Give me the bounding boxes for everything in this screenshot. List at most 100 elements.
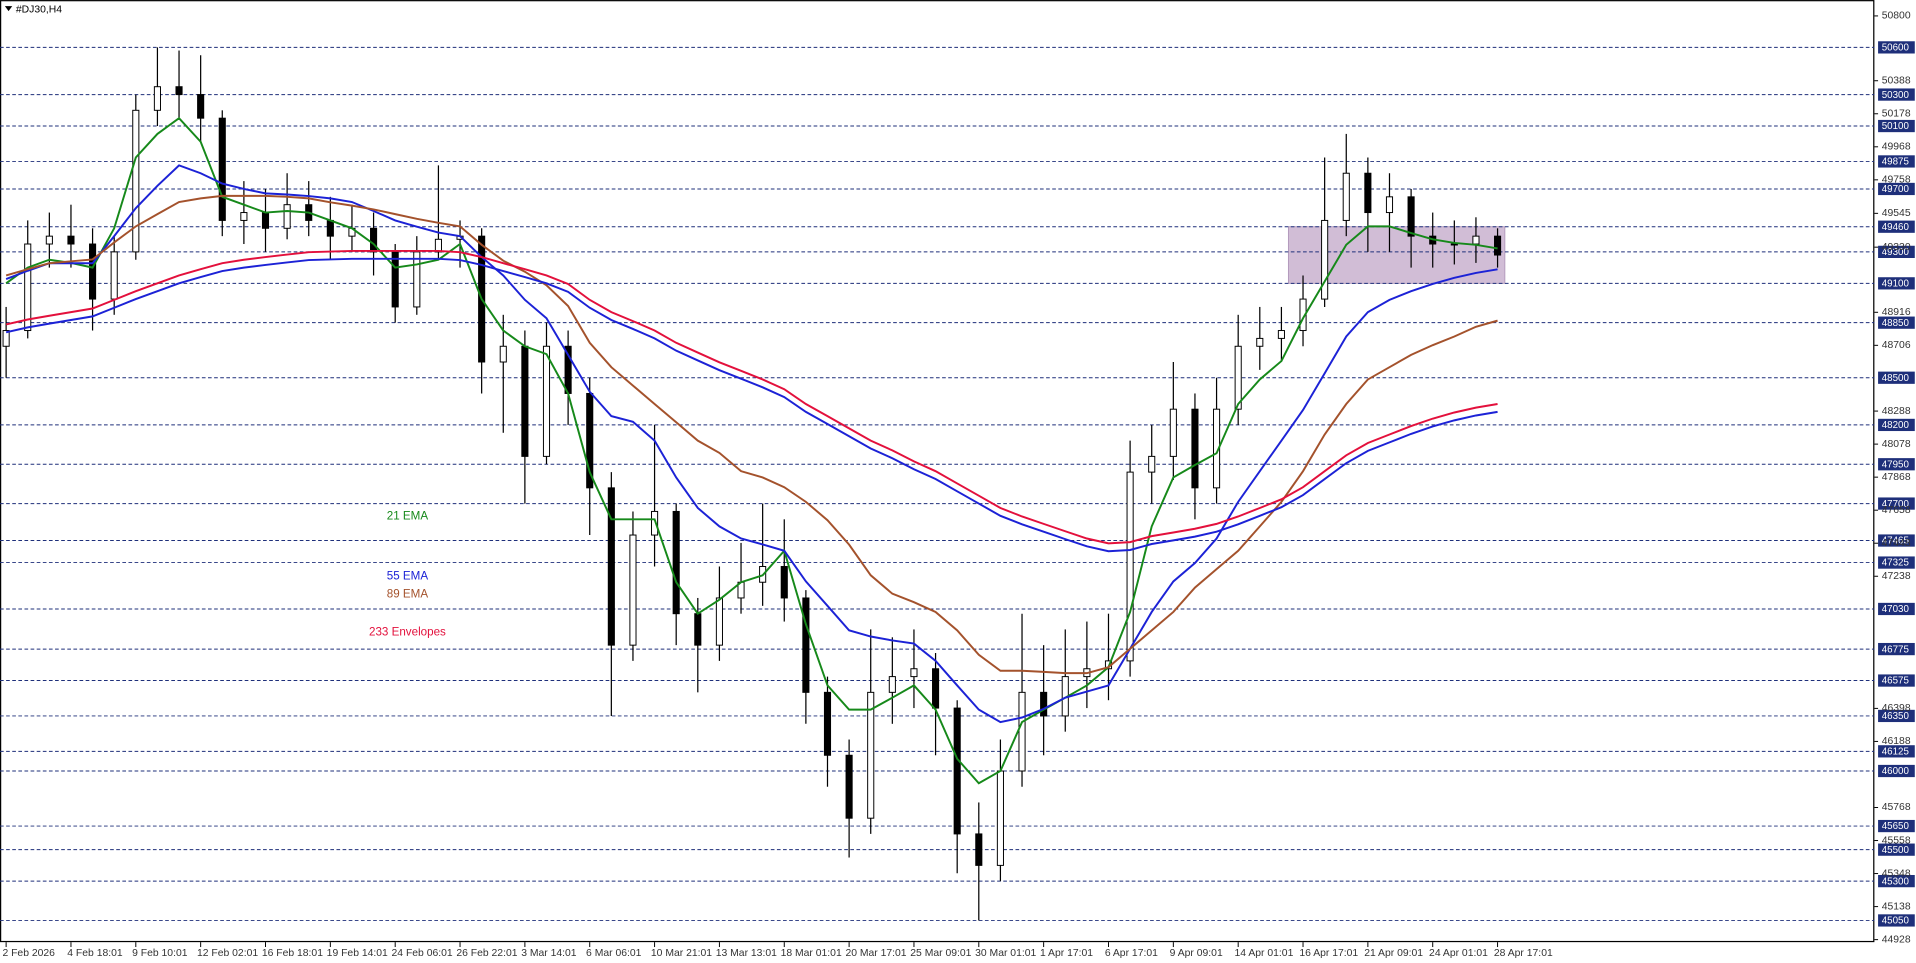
series-label: 21 EMA	[387, 509, 429, 522]
level-label: 45300	[1882, 876, 1910, 887]
candle-body	[996, 770, 1004, 866]
axis-layer: 50600 50300 50100 49875 49700 49460 49300 49100…	[2, 11, 1915, 959]
level-label-box	[1878, 371, 1915, 384]
x-tick-label: 6 Apr 17:01	[1105, 948, 1158, 959]
level-label-box	[1878, 534, 1915, 547]
candle-body	[1472, 235, 1480, 245]
candle-body	[413, 251, 421, 308]
menu-arrow[interactable]	[4, 6, 13, 12]
level-label-box	[1878, 41, 1915, 54]
level-label-box	[1878, 458, 1915, 471]
x-tick-label: 26 Feb 22:01	[456, 948, 517, 959]
level-label-box	[1878, 155, 1915, 168]
indicator-line	[5, 164, 1498, 724]
y-tick-label: 48078	[1882, 439, 1911, 450]
y-tick-label: 44928	[1882, 934, 1911, 945]
level-label: 45050	[1882, 916, 1910, 927]
candle-body	[283, 204, 291, 229]
candle-body	[2, 330, 10, 347]
candle-body	[240, 212, 248, 221]
x-tick-label: 28 Apr 17:01	[1494, 948, 1553, 959]
level-label-box	[1878, 674, 1915, 687]
candle-body	[1126, 471, 1134, 662]
candle-body	[1450, 243, 1458, 246]
level-label: 49460	[1882, 222, 1910, 233]
indicator-line	[5, 249, 1498, 545]
candle-body	[1364, 172, 1372, 214]
level-label: 48850	[1882, 318, 1910, 329]
level-label: 47030	[1882, 604, 1910, 615]
level-label-box	[1878, 245, 1915, 259]
series-label: 89 EMA	[387, 588, 429, 601]
x-tick-label: 21 Apr 09:01	[1364, 948, 1423, 959]
candle-body	[802, 597, 810, 693]
level-label-box	[1878, 602, 1915, 616]
indicator-line	[5, 194, 1498, 675]
x-tick-label: 2 Feb 2026	[2, 948, 55, 959]
x-tick-label: 24 Feb 06:01	[392, 948, 453, 959]
zone-layer	[1287, 226, 1506, 284]
x-tick-label: 16 Feb 18:01	[262, 948, 323, 959]
level-label: 47700	[1882, 499, 1910, 510]
candle-body	[651, 510, 659, 536]
level-label-box	[1878, 119, 1915, 133]
candle-body	[1234, 345, 1242, 410]
candle-body	[521, 345, 529, 457]
candle-body	[607, 487, 615, 646]
candle-body	[326, 219, 334, 237]
y-tick-label: 48916	[1882, 307, 1911, 318]
level-label: 49300	[1882, 247, 1910, 258]
level-label: 45500	[1882, 845, 1910, 856]
candle-body	[153, 86, 161, 111]
candle-body	[586, 392, 594, 489]
candle-body	[1494, 235, 1502, 256]
x-tick-label: 16 Apr 17:01	[1299, 948, 1358, 959]
level-label: 50300	[1882, 90, 1910, 101]
level-label: 49100	[1882, 279, 1910, 290]
candle-body	[888, 676, 896, 693]
x-tick-label: 9 Apr 09:01	[1170, 948, 1223, 959]
candle-body	[1256, 337, 1264, 347]
candle-body	[953, 707, 961, 835]
level-label: 50600	[1882, 43, 1910, 54]
level-label-box	[1878, 556, 1915, 569]
candle-body	[1407, 196, 1415, 237]
level-label-box	[1878, 220, 1915, 233]
candle-body	[975, 833, 983, 866]
level-label: 49700	[1882, 184, 1910, 195]
y-tick-label: 48288	[1882, 406, 1911, 417]
level-label: 47950	[1882, 459, 1910, 470]
candle-body	[1321, 219, 1329, 300]
x-tick-label: 13 Mar 13:01	[716, 948, 777, 959]
candle-body	[132, 109, 140, 253]
y-tick-label: 50800	[1882, 11, 1911, 22]
level-label: 46125	[1882, 747, 1910, 758]
level-label: 49875	[1882, 157, 1910, 168]
level-label: 47465	[1882, 536, 1910, 547]
level-label-box	[1878, 914, 1915, 927]
level-label-box	[1878, 316, 1915, 329]
y-tick-label: 45138	[1882, 901, 1911, 912]
candle-body	[24, 243, 32, 332]
level-label: 46000	[1882, 766, 1910, 777]
candle-body	[110, 251, 118, 300]
level-label-box	[1878, 764, 1915, 778]
indicator-line	[5, 116, 1498, 785]
level-label: 46350	[1882, 711, 1910, 722]
y-tick-label: 45348	[1882, 868, 1911, 879]
candle-body	[67, 235, 75, 245]
level-label: 46575	[1882, 676, 1910, 687]
x-tick-label: 25 Mar 09:01	[910, 948, 971, 959]
candle-body	[1191, 408, 1199, 489]
level-label-box	[1878, 874, 1915, 888]
level-label: 48500	[1882, 373, 1910, 384]
x-tick-label: 12 Feb 02:01	[197, 948, 258, 959]
level-label-box	[1878, 745, 1915, 758]
candle-body	[1018, 691, 1026, 772]
candle-body	[1148, 455, 1156, 473]
candle-body	[197, 94, 205, 119]
level-label: 47325	[1882, 558, 1910, 569]
level-label-box	[1878, 642, 1915, 656]
